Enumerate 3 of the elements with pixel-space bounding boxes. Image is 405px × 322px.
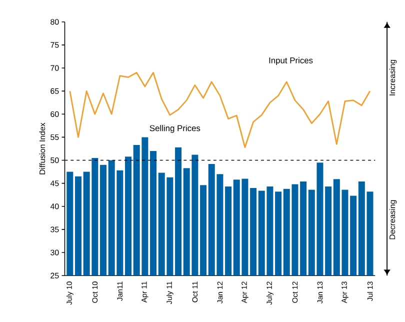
line-series [69, 72, 371, 148]
series-label: Selling Prices [150, 124, 200, 133]
text: Input Prices [269, 56, 313, 65]
